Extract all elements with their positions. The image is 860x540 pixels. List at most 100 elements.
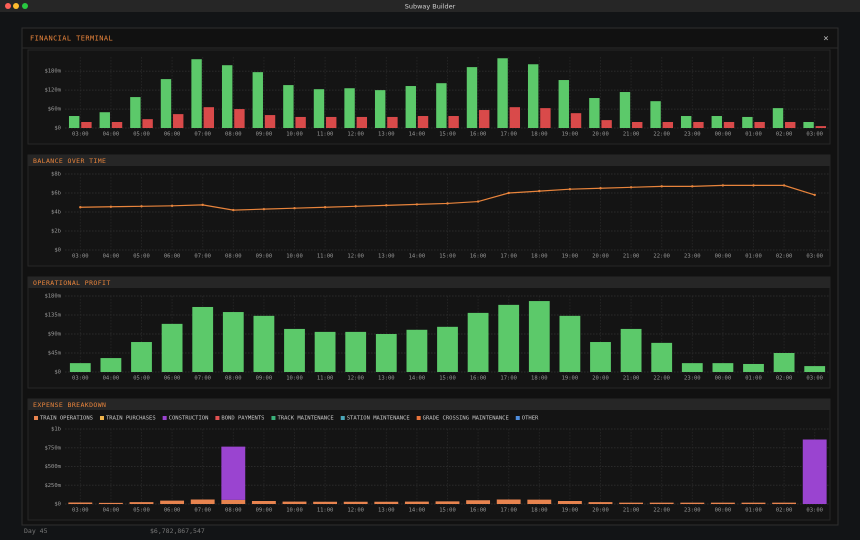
bar [69, 363, 91, 372]
point [79, 206, 82, 209]
point [293, 207, 296, 210]
x-tick-label: 14:00 [409, 254, 426, 260]
bar [345, 331, 367, 372]
x-tick-label: 00:00 [715, 376, 732, 382]
x-tick-label: 19:00 [562, 376, 579, 382]
x-tick-label: 11:00 [317, 254, 334, 260]
x-tick-label: 10:00 [286, 508, 303, 514]
x-tick-label: 23:00 [684, 376, 701, 382]
y-tick-label: $500m [44, 464, 61, 470]
legend-swatch [340, 416, 345, 420]
bar [743, 363, 764, 372]
x-tick-label: 18:00 [531, 508, 548, 514]
x-tick-label: 09:00 [256, 132, 273, 138]
x-tick-label: 09:00 [256, 376, 273, 382]
x-tick-label: 06:00 [164, 508, 181, 514]
bar [772, 108, 784, 128]
x-tick-label: 16:00 [470, 254, 487, 260]
y-tick-label: $8b [51, 172, 61, 178]
x-tick-label: 07:00 [194, 254, 211, 260]
x-tick-label: 01:00 [745, 508, 762, 514]
bar-segment [527, 499, 552, 504]
x-tick-label: 01:00 [745, 376, 762, 382]
bar [234, 109, 245, 128]
legend-swatch [416, 416, 421, 420]
balance-label: $6,782,867,547 [150, 527, 205, 535]
legend-label: TRAIN OPERATIONS [40, 416, 93, 422]
point [323, 206, 327, 209]
point [599, 187, 602, 190]
bar [662, 122, 674, 128]
point [629, 186, 633, 189]
x-tick-label: 17:00 [500, 508, 517, 514]
x-tick-label: 20:00 [592, 376, 609, 382]
bar [160, 79, 172, 128]
bar [479, 110, 490, 128]
x-tick-label: 12:00 [347, 376, 364, 382]
x-tick-label: 05:00 [133, 254, 150, 260]
x-tick-label: 07:00 [194, 376, 211, 382]
x-tick-label: 22:00 [653, 132, 670, 138]
bar [498, 304, 520, 372]
zoom-button[interactable] [22, 3, 28, 9]
modal-title: FINANCIAL TERMINAL [30, 35, 113, 43]
x-tick-label: 17:00 [500, 132, 517, 138]
x-tick-label: 19:00 [562, 254, 579, 260]
bar-segment [619, 502, 644, 504]
bar-segment [160, 500, 185, 504]
legend-swatch [515, 416, 520, 420]
bar-segment [190, 499, 215, 504]
bar [203, 107, 215, 128]
bar-segment [680, 502, 705, 504]
bar [295, 116, 306, 128]
bar [253, 315, 275, 372]
close-button[interactable] [5, 3, 11, 9]
x-tick-label: 00:00 [715, 508, 732, 514]
bar-segment [466, 500, 491, 504]
x-tick-label: 06:00 [164, 132, 181, 138]
close-icon[interactable]: × [823, 34, 828, 44]
x-tick-label: 03:00 [72, 508, 89, 514]
x-tick-label: 06:00 [164, 376, 181, 382]
x-tick-label: 03:00 [72, 254, 89, 260]
y-tick-label: $2b [51, 229, 61, 235]
bar-segment [404, 501, 429, 504]
x-tick-label: 22:00 [653, 376, 670, 382]
bar [405, 86, 416, 128]
bar [466, 67, 478, 128]
bar [712, 363, 734, 372]
bar-segment [374, 501, 399, 504]
point [354, 205, 357, 208]
x-tick-label: 15:00 [439, 254, 456, 260]
bar [540, 108, 551, 128]
minimize-button[interactable] [13, 3, 19, 9]
x-tick-label: 07:00 [194, 508, 211, 514]
bar [467, 312, 489, 372]
x-tick-label: 10:00 [286, 254, 303, 260]
x-tick-label: 20:00 [592, 254, 609, 260]
point [446, 202, 449, 205]
x-tick-label: 03:00 [72, 376, 89, 382]
x-tick-label: 23:00 [684, 254, 701, 260]
bar [590, 342, 611, 372]
bar [558, 80, 569, 128]
day-label: Day 45 [24, 527, 48, 535]
x-tick-label: 04:00 [103, 254, 120, 260]
point [262, 207, 266, 211]
point [476, 200, 480, 203]
bar [142, 119, 153, 128]
x-tick-label: 03:00 [806, 508, 823, 514]
bar [436, 83, 447, 128]
bar [559, 315, 581, 372]
x-tick-label: 11:00 [317, 508, 334, 514]
x-tick-label: 18:00 [531, 254, 548, 260]
x-tick-label: 08:00 [225, 254, 242, 260]
bar [252, 72, 263, 128]
bar [619, 92, 631, 128]
point [201, 203, 204, 207]
bar [283, 85, 294, 128]
bar [527, 64, 539, 128]
legend-swatch [271, 416, 276, 420]
bar [131, 342, 152, 372]
bar [773, 353, 795, 372]
